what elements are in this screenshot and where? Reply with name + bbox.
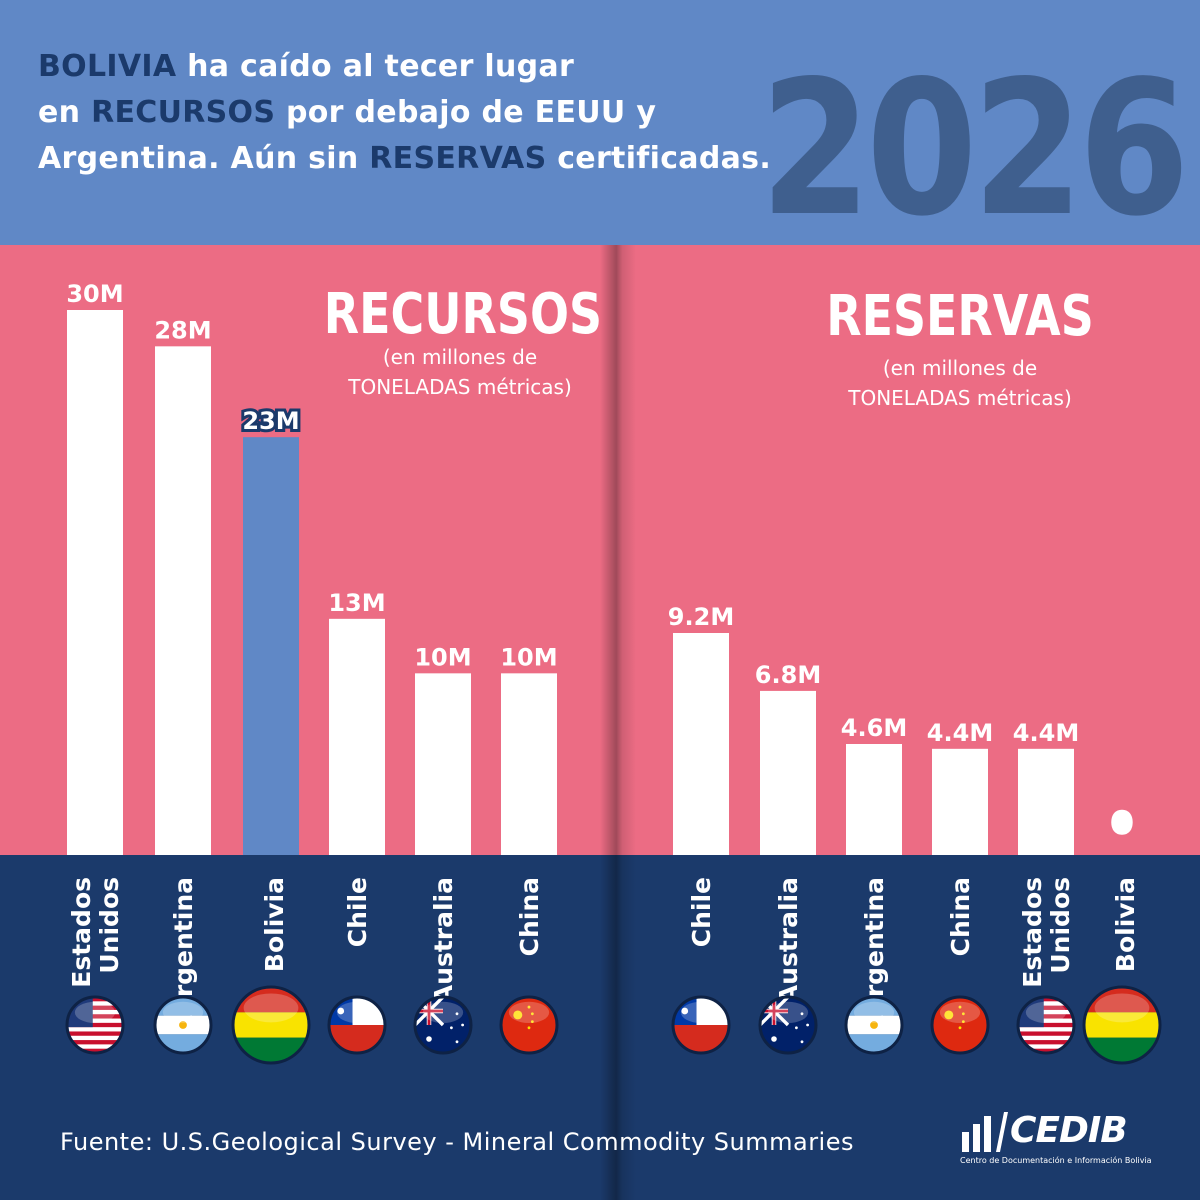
headline-text: Argentina. Aún sin bbox=[38, 141, 370, 176]
recursos-category-label-argentina: Argentina bbox=[169, 877, 198, 1017]
headline-text: ha caído al tecer lugar bbox=[176, 49, 575, 84]
recursos-flag-china-icon bbox=[499, 995, 559, 1055]
recursos-value-label-argentina: 28M bbox=[154, 316, 211, 344]
recursos-flag-usa-icon bbox=[65, 995, 125, 1055]
reservas-value-label-estados-unidos: 4.4M bbox=[1013, 719, 1079, 747]
recursos-category-label-estados-unidos: Estados bbox=[67, 877, 96, 988]
reservas-flag-usa-icon bbox=[1016, 995, 1076, 1055]
reservas-subtitle-line-2: TONELADAS métricas) bbox=[848, 386, 1072, 410]
reservas-category-label-bolivia: Bolivia bbox=[1111, 877, 1140, 972]
recursos-bar-chile bbox=[329, 618, 385, 855]
reservas-bar-argentina bbox=[846, 744, 902, 855]
reservas-bar-australia bbox=[760, 690, 816, 855]
cedib-logo: CEDIB Centro de Documentación e Informac… bbox=[960, 1108, 1160, 1168]
cedib-logo-text: CEDIB bbox=[1010, 1110, 1128, 1151]
headline-highlight: RECURSOS bbox=[91, 95, 276, 130]
header: BOLIVIA ha caído al tecer lugar en RECURS… bbox=[0, 0, 1200, 245]
recursos-flag-bolivia-icon bbox=[231, 985, 311, 1065]
recursos-category-label-chile: Chile bbox=[343, 877, 372, 947]
reservas-flag-bolivia-icon bbox=[1082, 985, 1162, 1065]
reservas-flag-chile-icon bbox=[671, 995, 731, 1055]
reservas-category-label-estados-unidos: Estados bbox=[1018, 877, 1047, 988]
reservas-title: RESERVAS bbox=[826, 284, 1094, 349]
headline-highlight: BOLIVIA bbox=[38, 49, 177, 84]
headline-text: certificadas. bbox=[546, 141, 772, 176]
reservas-category-label-china: China bbox=[946, 877, 975, 956]
reservas-value-label-chile: 9.2M bbox=[668, 603, 734, 631]
reservas-category-label-australia: Australia bbox=[774, 877, 803, 1004]
reservas-flag-australia-icon bbox=[758, 995, 818, 1055]
recursos-bar-australia bbox=[415, 673, 471, 855]
reservas-category-label-chile: Chile bbox=[687, 877, 716, 947]
recursos-category-label-china: China bbox=[515, 877, 544, 956]
recursos-category-label-australia: Australia bbox=[429, 877, 458, 1004]
reservas-subtitle: (en millones de TONELADAS métricas) bbox=[820, 353, 1100, 413]
recursos-category-label-bolivia: Bolivia bbox=[260, 877, 289, 972]
recursos-value-label-estados-unidos: 30M bbox=[66, 280, 123, 308]
recursos-category-label-estados-unidos: Unidos bbox=[95, 877, 124, 974]
year-label: 2026 bbox=[760, 40, 1190, 245]
recursos-value-label-chile: 13M bbox=[328, 589, 385, 617]
reservas-bar-china bbox=[932, 748, 988, 855]
recursos-subtitle-line-1: (en millones de bbox=[382, 345, 538, 369]
reservas-value-label-australia: 6.8M bbox=[755, 661, 821, 689]
recursos-flag-argentina-icon bbox=[153, 995, 213, 1055]
reservas-subtitle-line-1: (en millones de bbox=[882, 356, 1038, 380]
reservas-flag-argentina-icon bbox=[844, 995, 904, 1055]
cedib-logo-tagline: Centro de Documentación e Información Bo… bbox=[960, 1156, 1152, 1165]
recursos-bar-estados-unidos bbox=[67, 310, 123, 855]
reservas-value-label-bolivia: 0 bbox=[1114, 809, 1131, 837]
reservas-bar-chile bbox=[673, 633, 729, 855]
cedib-logo-icon bbox=[962, 1112, 1008, 1152]
reservas-bar-estados-unidos bbox=[1018, 748, 1074, 855]
recursos-bar-bolivia bbox=[243, 437, 299, 855]
recursos-subtitle-line-2: TONELADAS métricas) bbox=[348, 375, 572, 399]
headline: BOLIVIA ha caído al tecer lugar en RECURS… bbox=[38, 44, 798, 182]
recursos-value-label-bolivia: 23M bbox=[242, 407, 299, 435]
recursos-subtitle: (en millones de TONELADAS métricas) bbox=[330, 342, 590, 402]
reservas-value-label-argentina: 4.6M bbox=[841, 714, 907, 742]
recursos-bar-argentina bbox=[155, 346, 211, 855]
recursos-bar-china bbox=[501, 673, 557, 855]
reservas-category-label-argentina: Argentina bbox=[860, 877, 889, 1017]
source-text: Fuente: U.S.Geological Survey - Mineral … bbox=[60, 1128, 854, 1156]
recursos-flag-australia-icon bbox=[413, 995, 473, 1055]
headline-highlight: RESERVAS bbox=[369, 141, 547, 176]
headline-text: por debajo de EEUU y bbox=[275, 95, 657, 130]
headline-text: en bbox=[38, 95, 92, 130]
recursos-value-label-china: 10M bbox=[500, 643, 557, 671]
recursos-value-label-australia: 10M bbox=[414, 643, 471, 671]
recursos-title: RECURSOS bbox=[323, 282, 603, 347]
reservas-flag-china-icon bbox=[930, 995, 990, 1055]
recursos-flag-chile-icon bbox=[327, 995, 387, 1055]
reservas-value-label-china: 4.4M bbox=[927, 719, 993, 747]
reservas-category-label-estados-unidos: Unidos bbox=[1046, 877, 1075, 974]
